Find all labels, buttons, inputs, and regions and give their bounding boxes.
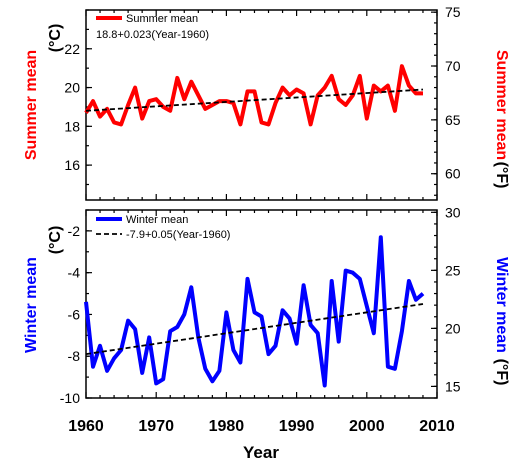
summer-ytick-left-label: 20 [64,80,80,96]
x-tick-label: 1970 [138,418,174,435]
summer-legend-label: Summer mean [126,13,198,25]
summer-ytick-right-label: 65 [445,112,461,128]
winter-ytick-right-label: 20 [445,320,461,336]
winter-ytick-right-label: 15 [445,378,461,394]
winter-ytick-left-label: -10 [60,390,80,406]
summer-legend-trend-label: 18.8+0.023(Year-1960) [96,29,209,41]
winter-ytick-left-label: -8 [68,348,81,364]
winter-panel: -10 -8 -6 -4 -2 15 20 25 30 Winter mean -7.9+0.05(… [23,204,510,406]
summer-ytick-right-label: 60 [445,166,461,182]
winter-left-axis-unit: (°C) [47,226,64,255]
x-tick-label: 1990 [279,418,315,435]
winter-ytick-right-label: 25 [445,262,461,278]
winter-ytick-left-label: -6 [68,306,81,322]
winter-legend-label: Winter mean [126,214,188,226]
summer-ytick-right-label: 70 [445,58,461,74]
summer-plot-frame [85,9,438,201]
summer-right-axis-unit: (°F) [493,162,510,189]
summer-trend-line [85,88,424,112]
x-axis: 1960 1970 1980 1990 2000 2010 [68,418,455,435]
summer-right-axis-title: Summer mean [493,50,510,160]
summer-left-axis-unit: (°C) [47,24,64,53]
x-tick-label: 2000 [349,418,385,435]
winter-left-axis-title: Winter mean [23,257,40,353]
winter-ytick-left-label: -4 [68,265,81,281]
winter-legend-trend-label: -7.9+0.05(Year-1960) [126,229,230,241]
winter-right-axis-unit: (°F) [493,359,510,386]
winter-ytick-left-label: -2 [68,223,81,239]
summer-left-axis-title: Summer mean [23,50,40,160]
winter-series-line [84,235,425,388]
x-tick-label: 2010 [419,418,455,435]
summer-ytick-left-label: 22 [64,41,80,57]
winter-trend-line [85,303,424,355]
summer-ytick-left-label: 16 [64,157,80,173]
winter-right-axis-title: Winter mean [493,257,510,353]
x-tick-label: 1960 [68,418,104,435]
x-axis-label: Year [243,443,279,462]
summer-panel: 16 18 20 22 60 65 70 75 Summer mean 18.8+0.023(Ye… [23,4,510,201]
summer-ytick-left-label: 18 [64,118,80,134]
summer-ytick-right-label: 75 [445,4,461,20]
winter-ytick-right-label: 30 [445,204,461,220]
summer-series-line [84,64,423,127]
x-tick-label: 1980 [209,418,245,435]
